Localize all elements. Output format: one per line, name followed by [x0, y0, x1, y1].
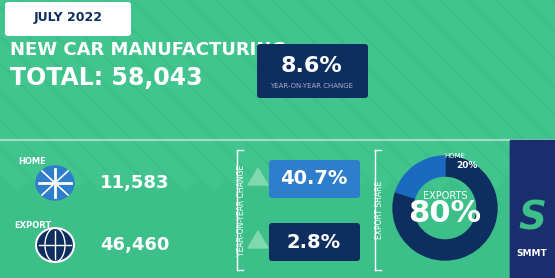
Text: 11,583: 11,583 [100, 174, 169, 192]
Polygon shape [248, 231, 268, 248]
Text: NEW CAR MANUFACTURING: NEW CAR MANUFACTURING [10, 41, 286, 59]
Text: 80%: 80% [408, 198, 482, 227]
Text: EXPORTS: EXPORTS [423, 191, 467, 201]
Text: EXPORT SHARE: EXPORT SHARE [376, 181, 385, 239]
FancyBboxPatch shape [269, 160, 360, 198]
Wedge shape [396, 156, 445, 198]
Bar [510, 140, 555, 278]
Bar [510, 140, 555, 278]
Text: HOME: HOME [445, 153, 466, 159]
Text: 46,460: 46,460 [100, 236, 169, 254]
Text: YEAR-ON-YEAR CHANGE: YEAR-ON-YEAR CHANGE [270, 83, 354, 89]
Polygon shape [248, 168, 268, 185]
Ellipse shape [36, 228, 74, 262]
Ellipse shape [36, 166, 74, 200]
Text: 2.8%: 2.8% [287, 232, 341, 252]
Text: 20%: 20% [456, 162, 478, 170]
Text: YEAR-ON-YEAR CHANGE: YEAR-ON-YEAR CHANGE [238, 164, 246, 256]
Text: TOTAL: 58,043: TOTAL: 58,043 [10, 66, 203, 90]
Text: S: S [518, 199, 546, 237]
FancyBboxPatch shape [257, 44, 368, 98]
Text: HOME: HOME [18, 158, 46, 167]
Text: EXPORT: EXPORT [14, 220, 51, 230]
Text: 8.6%: 8.6% [281, 56, 343, 76]
Text: 40.7%: 40.7% [280, 170, 347, 188]
Text: SMMT: SMMT [517, 249, 547, 257]
FancyBboxPatch shape [5, 2, 131, 36]
Text: JULY 2022: JULY 2022 [33, 11, 103, 24]
FancyBboxPatch shape [269, 223, 360, 261]
Wedge shape [393, 156, 497, 260]
